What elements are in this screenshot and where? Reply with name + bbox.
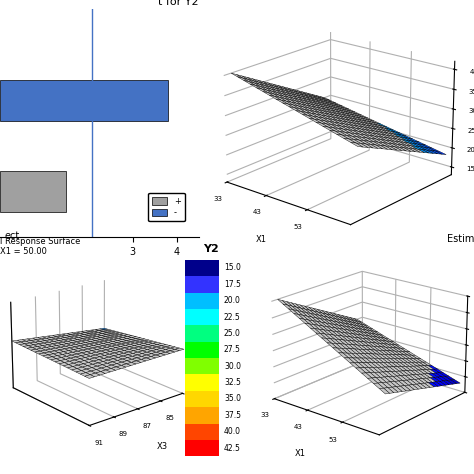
X-axis label: Effect: Effect bbox=[85, 262, 114, 272]
X-axis label: X1: X1 bbox=[294, 449, 306, 458]
Text: 32.5: 32.5 bbox=[224, 378, 241, 387]
Text: Estim: Estim bbox=[447, 234, 474, 244]
Bar bbox=[185, 309, 219, 325]
Text: 40.0: 40.0 bbox=[224, 427, 241, 436]
Text: 35.0: 35.0 bbox=[224, 394, 241, 403]
Text: l Response Surface
X1 = 50.00: l Response Surface X1 = 50.00 bbox=[0, 237, 81, 256]
Bar bbox=[185, 440, 219, 456]
Text: Y2: Y2 bbox=[203, 244, 219, 254]
Text: 25.0: 25.0 bbox=[224, 329, 241, 338]
Text: 27.5: 27.5 bbox=[224, 346, 241, 355]
Bar bbox=[185, 276, 219, 292]
Bar bbox=[185, 292, 219, 309]
Bar bbox=[185, 407, 219, 424]
Text: 20.0: 20.0 bbox=[224, 296, 241, 305]
X-axis label: X1: X1 bbox=[256, 236, 267, 245]
Text: 17.5: 17.5 bbox=[224, 280, 241, 289]
Bar bbox=[185, 342, 219, 358]
Text: ect: ect bbox=[5, 231, 20, 241]
Bar bbox=[185, 325, 219, 342]
Text: 15.0: 15.0 bbox=[224, 264, 241, 273]
Bar bbox=[185, 260, 219, 276]
Bar bbox=[0, 171, 66, 212]
Bar bbox=[185, 358, 219, 374]
Text: 37.5: 37.5 bbox=[224, 411, 241, 420]
Bar bbox=[185, 391, 219, 407]
Bar bbox=[0, 80, 168, 121]
Bar bbox=[185, 424, 219, 440]
Bar bbox=[185, 374, 219, 391]
X-axis label: X3: X3 bbox=[157, 442, 168, 451]
Text: 42.5: 42.5 bbox=[224, 444, 241, 453]
Legend: +, -: +, - bbox=[148, 192, 185, 221]
Text: 22.5: 22.5 bbox=[224, 312, 241, 321]
Text: t for Y2: t for Y2 bbox=[158, 0, 199, 7]
Text: 30.0: 30.0 bbox=[224, 362, 241, 371]
